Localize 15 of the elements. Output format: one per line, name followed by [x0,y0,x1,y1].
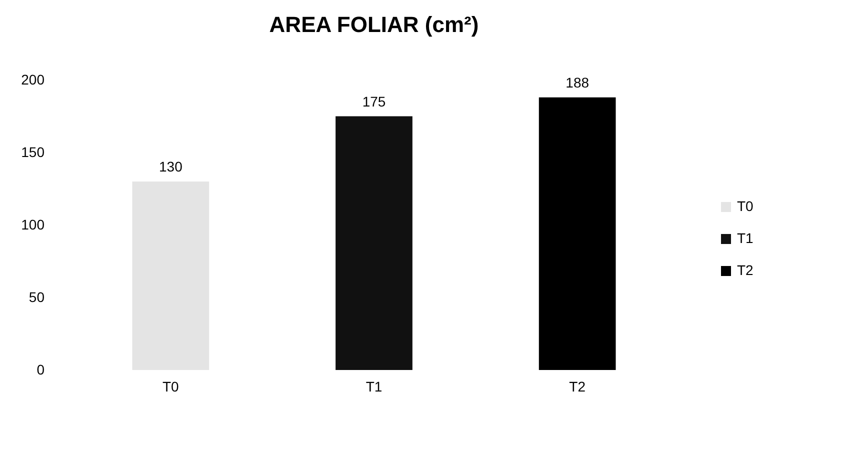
x-tick-label: T1 [366,378,382,394]
legend-label: T0 [737,198,754,214]
y-tick-label: 200 [21,72,45,88]
chart-title: AREA FOLIAR (cm²) [269,12,479,37]
data-label: 188 [566,74,590,90]
legend-label: T2 [737,262,754,278]
x-tick-label: T0 [162,378,180,394]
x-tick-label: T2 [569,378,586,394]
y-tick-label: 0 [36,362,45,378]
y-tick-label: 150 [21,144,45,160]
y-tick-label: 50 [28,289,45,305]
y-tick-label: 100 [21,216,45,232]
legend-label: T1 [737,230,754,246]
data-label: 130 [158,158,183,174]
data-label: 175 [362,93,386,110]
